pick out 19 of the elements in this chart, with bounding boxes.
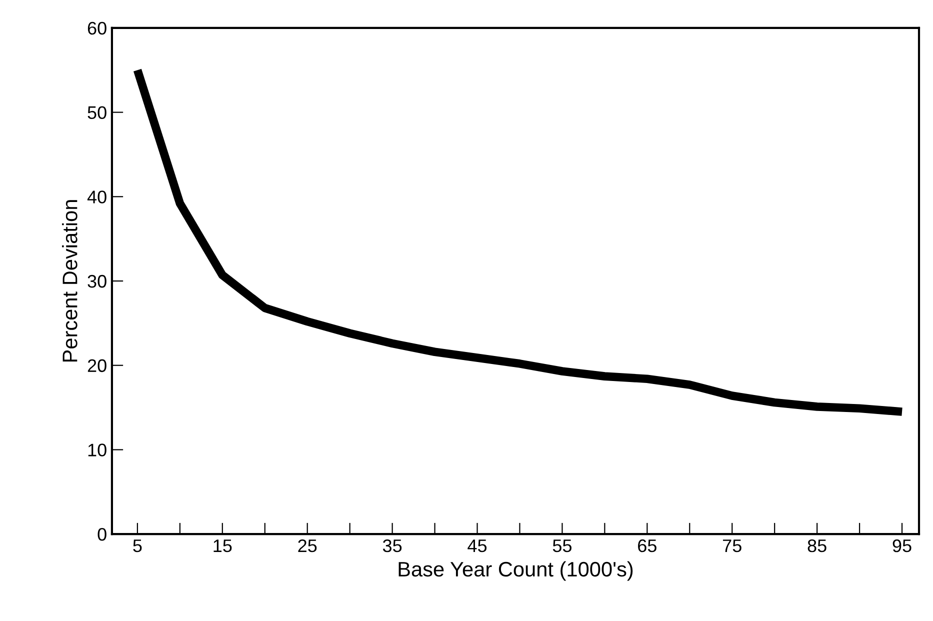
y-tick-label: 30	[88, 274, 106, 288]
x-tick-label: 35	[382, 539, 402, 552]
y-tick-label: 10	[88, 444, 106, 456]
y-tick-label: 50	[88, 106, 106, 120]
y-axis-title: Percent Deviation	[62, 200, 78, 362]
x-tick-label: 55	[552, 540, 572, 552]
x-tick-label: 85	[808, 539, 826, 552]
y-tick-label: 40	[87, 190, 106, 204]
x-tick-label: 65	[638, 539, 656, 552]
x-tick-label: 25	[298, 539, 317, 552]
x-tick-label: 75	[722, 540, 742, 552]
x-axis-title: Base Year Count (1000's)	[398, 561, 633, 581]
y-tick-label: 20	[88, 359, 106, 372]
x-tick-label: 5	[133, 540, 142, 552]
x-tick-label: 95	[892, 539, 912, 552]
y-tick-label: 0	[98, 528, 106, 541]
x-tick-label: 15	[214, 540, 232, 552]
x-tick-label: 45	[468, 540, 487, 552]
y-tick-label: 60	[88, 22, 106, 35]
